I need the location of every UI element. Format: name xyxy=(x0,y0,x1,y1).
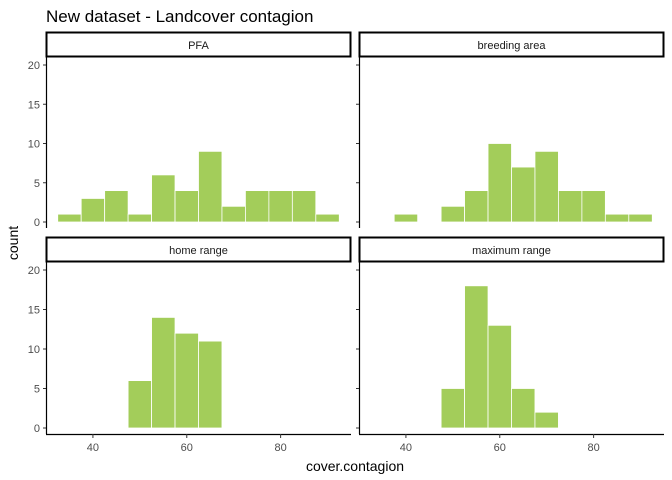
histogram-bar xyxy=(174,332,199,429)
chart-title: New dataset - Landcover contagion xyxy=(46,7,313,26)
facet-panel: breeding area xyxy=(356,31,665,228)
x-tick-label: 40 xyxy=(87,442,99,454)
facet-panel: PFA 0 5 10 15 20 xyxy=(28,31,352,229)
facet-strip-label: PFA xyxy=(188,40,209,52)
facet-panel: home range 0 5 10 15 20 40 60 80 xyxy=(28,236,352,454)
y-tick-label: 10 xyxy=(28,344,40,356)
histogram-bar xyxy=(174,190,199,223)
histogram-bar xyxy=(57,213,82,223)
histogram-bar xyxy=(440,205,465,223)
histogram-bar xyxy=(558,190,583,223)
histogram-bar xyxy=(104,190,129,223)
histogram-bar xyxy=(127,213,152,223)
histogram-bar xyxy=(487,143,512,223)
y-tick-label: 15 xyxy=(28,305,40,317)
facet-strip xyxy=(45,31,352,58)
facet-panel: maximum range 40 60 80 xyxy=(356,236,665,454)
histogram-bar xyxy=(315,213,340,223)
histogram-bar xyxy=(151,174,176,223)
histogram-bar xyxy=(511,166,536,223)
histogram-bar xyxy=(198,150,223,223)
y-tick-label: 5 xyxy=(34,384,40,396)
histogram-bar xyxy=(268,190,293,223)
histogram-bar xyxy=(534,411,559,429)
x-tick-label: 60 xyxy=(494,442,506,454)
y-tick-label: 20 xyxy=(28,60,40,72)
histogram-bar xyxy=(581,190,606,223)
y-tick-label: 20 xyxy=(28,265,40,277)
y-tick-label: 0 xyxy=(34,423,40,435)
histogram-bar xyxy=(534,150,559,223)
histogram-bar xyxy=(198,340,223,429)
y-tick-label: 15 xyxy=(28,99,40,111)
histogram-bar xyxy=(464,285,489,429)
y-axis-title: count xyxy=(5,226,21,260)
facet-strip xyxy=(45,236,352,263)
histogram-bar xyxy=(511,388,536,429)
facet-strip-label: breeding area xyxy=(478,40,547,52)
histogram-bar xyxy=(440,388,465,429)
histogram-bar xyxy=(464,190,489,223)
facet-strip xyxy=(358,31,665,58)
x-tick-label: 40 xyxy=(400,442,412,454)
histogram-bar xyxy=(151,316,176,429)
histogram-bar xyxy=(628,213,653,223)
facet-strip-label: home range xyxy=(169,245,228,257)
histogram-bar xyxy=(221,205,246,223)
x-tick-label: 60 xyxy=(181,442,193,454)
x-tick-label: 80 xyxy=(274,442,286,454)
histogram-bar xyxy=(127,380,152,429)
facet-strip-label: maximum range xyxy=(472,245,551,257)
histogram-bar xyxy=(604,213,630,223)
histogram-bar xyxy=(291,190,317,223)
y-tick-label: 5 xyxy=(34,178,40,190)
y-tick-label: 0 xyxy=(34,217,40,229)
facet-strip xyxy=(358,236,665,263)
y-tick-label: 10 xyxy=(28,139,40,151)
facet-panels: PFA 0 5 10 15 20 breeding area home range 0 5 10 15… xyxy=(28,31,665,454)
histogram-bar xyxy=(393,213,419,223)
x-axis-title: cover.contagion xyxy=(306,458,404,474)
histogram-bar xyxy=(487,324,512,429)
histogram-bar xyxy=(245,190,270,223)
x-tick-label: 80 xyxy=(587,442,599,454)
histogram-bar xyxy=(80,198,106,223)
